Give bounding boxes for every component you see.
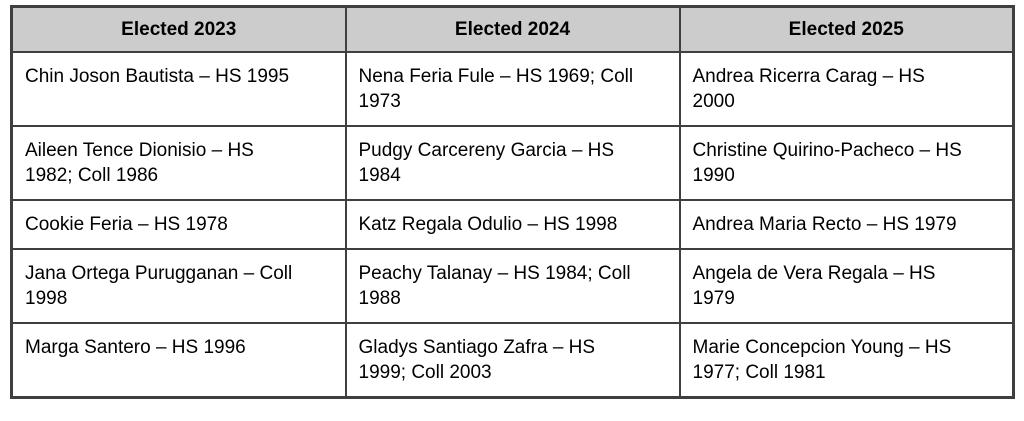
- table-cell: Jana Ortega Purugganan – Coll 1998: [10, 248, 347, 324]
- table-cell: Nena Feria Fule – HS 1969; Coll 1973: [344, 51, 681, 127]
- table-row: Chin Joson Bautista – HS 1995 Nena Feria…: [10, 51, 1015, 127]
- table-row: Elected 2023 Elected 2024 Elected 2025: [10, 5, 1015, 53]
- elected-roster-table: Elected 2023 Elected 2024 Elected 2025 C…: [10, 5, 1015, 399]
- table-header-row: Elected 2023 Elected 2024 Elected 2025: [10, 5, 1015, 53]
- table-row: Marga Santero – HS 1996 Gladys Santiago …: [10, 322, 1015, 399]
- table-cell: Katz Regala Odulio – HS 1998: [344, 199, 681, 250]
- table-body: Chin Joson Bautista – HS 1995 Nena Feria…: [10, 51, 1015, 399]
- page-content: Elected 2023 Elected 2024 Elected 2025 C…: [10, 5, 1015, 399]
- table-cell: Peachy Talanay – HS 1984; Coll 1988: [344, 248, 681, 324]
- table-row: Cookie Feria – HS 1978 Katz Regala Oduli…: [10, 199, 1015, 250]
- table-cell: Pudgy Carcereny Garcia – HS 1984: [344, 125, 681, 201]
- column-header-elected-2025: Elected 2025: [678, 5, 1015, 53]
- column-header-elected-2023: Elected 2023: [10, 5, 347, 53]
- table-cell: Angela de Vera Regala – HS 1979: [678, 248, 1015, 324]
- table-cell: Chin Joson Bautista – HS 1995: [10, 51, 347, 127]
- table-row: Jana Ortega Purugganan – Coll 1998 Peach…: [10, 248, 1015, 324]
- table-cell: Christine Quirino-Pacheco – HS 1990: [678, 125, 1015, 201]
- table-cell: Aileen Tence Dionisio – HS 1982; Coll 19…: [10, 125, 347, 201]
- table-cell: Andrea Maria Recto – HS 1979: [678, 199, 1015, 250]
- column-header-elected-2024: Elected 2024: [344, 5, 681, 53]
- table-cell: Gladys Santiago Zafra – HS 1999; Coll 20…: [344, 322, 681, 399]
- table-cell: Marie Concepcion Young – HS 1977; Coll 1…: [678, 322, 1015, 399]
- table-cell: Marga Santero – HS 1996: [10, 322, 347, 399]
- table-row: Aileen Tence Dionisio – HS 1982; Coll 19…: [10, 125, 1015, 201]
- table-cell: Cookie Feria – HS 1978: [10, 199, 347, 250]
- table-cell: Andrea Ricerra Carag – HS 2000: [678, 51, 1015, 127]
